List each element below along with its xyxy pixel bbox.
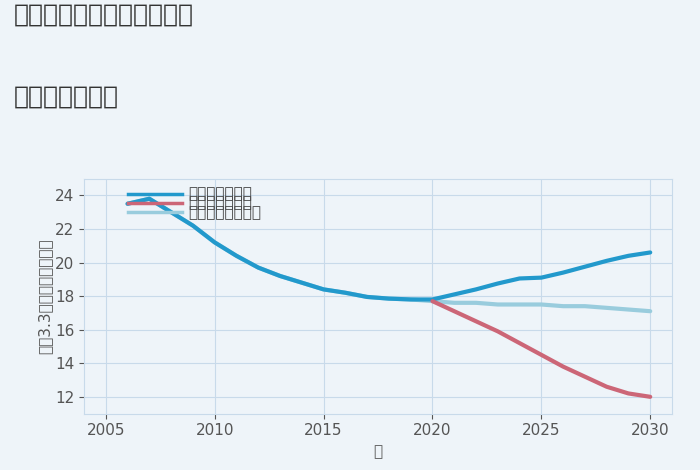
ノーマルシナリオ — [167, 209, 175, 215]
ノーマルシナリオ — [298, 280, 306, 285]
ノーマルシナリオ — [646, 308, 654, 314]
グッドシナリオ — [145, 196, 153, 202]
グッドシナリオ — [298, 280, 306, 285]
バッドシナリオ — [537, 352, 545, 358]
Line: バッドシナリオ: バッドシナリオ — [433, 301, 650, 397]
ノーマルシナリオ — [407, 297, 415, 302]
バッドシナリオ — [646, 394, 654, 399]
ノーマルシナリオ — [189, 223, 197, 228]
ノーマルシナリオ — [254, 265, 262, 270]
バッドシナリオ — [472, 319, 480, 324]
ノーマルシナリオ — [363, 294, 371, 300]
Text: バッドシナリオ: バッドシナリオ — [188, 196, 253, 211]
X-axis label: 年: 年 — [373, 444, 383, 459]
バッドシナリオ — [450, 308, 459, 314]
Text: 三重県津市美里町五百野の: 三重県津市美里町五百野の — [14, 2, 194, 26]
グッドシナリオ — [385, 296, 393, 301]
グッドシナリオ — [624, 253, 633, 258]
グッドシナリオ — [254, 265, 262, 270]
バッドシナリオ — [603, 384, 611, 390]
Text: 土地の価格推移: 土地の価格推移 — [14, 85, 119, 109]
グッドシナリオ — [581, 264, 589, 270]
グッドシナリオ — [341, 290, 349, 296]
ノーマルシナリオ — [385, 296, 393, 301]
グッドシナリオ — [559, 270, 567, 275]
グッドシナリオ — [472, 287, 480, 292]
グッドシナリオ — [494, 281, 502, 286]
バッドシナリオ — [515, 340, 524, 346]
グッドシナリオ — [646, 250, 654, 255]
ノーマルシナリオ — [537, 302, 545, 307]
ノーマルシナリオ — [123, 201, 132, 207]
グッドシナリオ — [211, 240, 219, 245]
バッドシナリオ — [581, 374, 589, 379]
グッドシナリオ — [603, 258, 611, 264]
Line: グッドシナリオ: グッドシナリオ — [127, 199, 650, 299]
グッドシナリオ — [407, 297, 415, 302]
グッドシナリオ — [232, 253, 241, 258]
グッドシナリオ — [363, 294, 371, 300]
グッドシナリオ — [319, 287, 328, 292]
ノーマルシナリオ — [276, 273, 284, 279]
グッドシナリオ — [123, 201, 132, 207]
ノーマルシナリオ — [145, 196, 153, 202]
ノーマルシナリオ — [211, 240, 219, 245]
バッドシナリオ — [559, 364, 567, 369]
バッドシナリオ — [624, 391, 633, 396]
ノーマルシナリオ — [232, 253, 241, 258]
Y-axis label: 坪（3.3㎡）単価（万円）: 坪（3.3㎡）単価（万円） — [37, 238, 52, 354]
ノーマルシナリオ — [341, 290, 349, 296]
Line: ノーマルシナリオ: ノーマルシナリオ — [127, 199, 650, 311]
バッドシナリオ — [494, 329, 502, 334]
ノーマルシナリオ — [319, 287, 328, 292]
グッドシナリオ — [167, 209, 175, 215]
ノーマルシナリオ — [472, 300, 480, 306]
グッドシナリオ — [428, 297, 437, 302]
ノーマルシナリオ — [515, 302, 524, 307]
グッドシナリオ — [189, 223, 197, 228]
ノーマルシナリオ — [428, 298, 437, 304]
グッドシナリオ — [537, 275, 545, 281]
ノーマルシナリオ — [603, 305, 611, 311]
ノーマルシナリオ — [494, 302, 502, 307]
Text: ノーマルシナリオ: ノーマルシナリオ — [188, 204, 262, 219]
グッドシナリオ — [515, 275, 524, 281]
ノーマルシナリオ — [450, 300, 459, 306]
グッドシナリオ — [450, 291, 459, 297]
ノーマルシナリオ — [624, 307, 633, 313]
ノーマルシナリオ — [581, 303, 589, 309]
Text: グッドシナリオ: グッドシナリオ — [188, 186, 253, 201]
グッドシナリオ — [276, 273, 284, 279]
ノーマルシナリオ — [559, 303, 567, 309]
バッドシナリオ — [428, 298, 437, 304]
